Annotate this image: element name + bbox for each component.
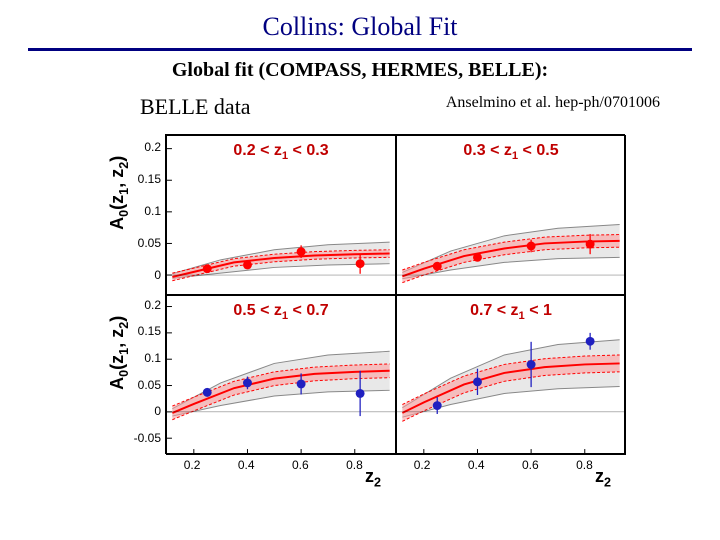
figure-area: A0(z1, z2) A0(z1, z2) 0.2 < z1 < 0.30.3 … <box>105 126 675 506</box>
y-tick-label: 0.05 <box>131 378 161 392</box>
chart-panel: 0.2 < z1 < 0.3 <box>166 135 396 295</box>
x-tick-label: 0.4 <box>234 458 258 472</box>
chart-panel: 0.7 < z1 < 1 <box>396 295 626 455</box>
data-label: BELLE data <box>140 94 251 120</box>
y-tick-label: 0.2 <box>131 140 161 154</box>
y-tick-label: 0.1 <box>131 351 161 365</box>
panel-range-label: 0.7 < z1 < 1 <box>397 302 625 322</box>
caption-row: BELLE data Anselmino et al. hep-ph/07010… <box>0 94 720 120</box>
x-tick-label: 0.6 <box>288 458 312 472</box>
subtitle: Global fit (COMPASS, HERMES, BELLE): <box>0 59 720 82</box>
y-tick-label: 0.1 <box>131 204 161 218</box>
y-tick-label: 0 <box>131 404 161 418</box>
y-tick-label: 0.05 <box>131 236 161 250</box>
x-tick-label: 0.6 <box>518 458 542 472</box>
panel-range-label: 0.2 < z1 < 0.3 <box>167 142 395 162</box>
x-tick-label: 0.4 <box>464 458 488 472</box>
x-tick-label: 0.8 <box>572 458 596 472</box>
panel-range-label: 0.3 < z1 < 0.5 <box>397 142 625 162</box>
title-underline <box>28 48 692 51</box>
chart-panel: 0.5 < z1 < 0.7 <box>166 295 396 455</box>
x-axis-label-right: z2 <box>595 466 611 490</box>
y-tick-label: 0.2 <box>131 298 161 312</box>
y-tick-label: 0.15 <box>131 172 161 186</box>
x-tick-label: 0.2 <box>180 458 204 472</box>
y-axis-label-bottom: A0(z1, z2) <box>107 303 131 403</box>
y-axis-label-top: A0(z1, z2) <box>107 143 131 243</box>
panel-grid: 0.2 < z1 < 0.30.3 < z1 < 0.5 0.5 < z1 < 0… <box>165 134 625 454</box>
citation: Anselmino et al. hep-ph/0701006 <box>446 94 660 120</box>
x-tick-label: 0.2 <box>410 458 434 472</box>
slide-title: Collins: Global Fit <box>0 0 720 48</box>
y-tick-label: 0 <box>131 268 161 282</box>
panel-range-label: 0.5 < z1 < 0.7 <box>167 302 395 322</box>
x-tick-label: 0.8 <box>342 458 366 472</box>
x-axis-label-left: z2 <box>365 466 381 490</box>
y-tick-label: 0.15 <box>131 324 161 338</box>
y-tick-label: -0.05 <box>131 431 161 445</box>
chart-panel: 0.3 < z1 < 0.5 <box>396 135 626 295</box>
